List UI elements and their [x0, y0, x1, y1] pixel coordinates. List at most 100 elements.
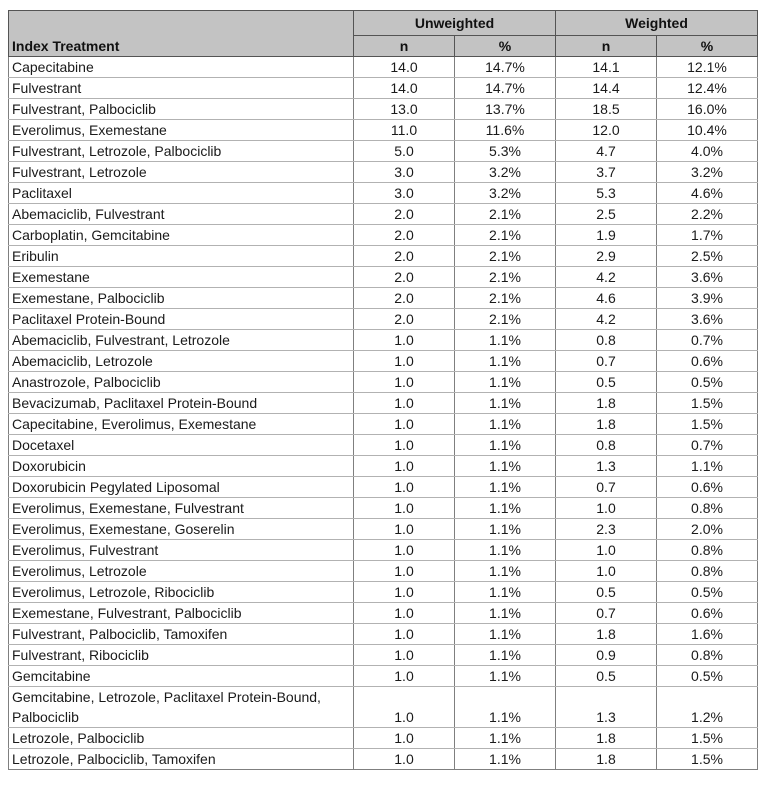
unweighted-pct-cell: 2.1%: [454, 224, 556, 246]
unweighted-pct-cell: 1.1%: [454, 748, 556, 770]
treatment-name-cell: Docetaxel: [8, 434, 354, 456]
treatment-name-cell: Fulvestrant: [8, 77, 354, 99]
unweighted-n-cell: 1.0: [353, 623, 455, 645]
unweighted-pct-cell: 14.7%: [454, 56, 556, 78]
table-row: Fulvestrant, Palbociclib, Tamoxifen 1.0 …: [8, 623, 758, 645]
treatment-name-cell: Carboplatin, Gemcitabine: [8, 224, 354, 246]
table-row: Eribulin 2.0 2.1% 2.9 2.5%: [8, 245, 758, 267]
unweighted-n-cell: 2.0: [353, 266, 455, 288]
weighted-n-cell: 0.5: [555, 665, 657, 687]
unweighted-n-cell: 11.0: [353, 119, 455, 141]
weighted-pct-cell: 0.8%: [656, 560, 758, 582]
weighted-n-cell: 12.0: [555, 119, 657, 141]
table-row: Bevacizumab, Paclitaxel Protein-Bound 1.…: [8, 392, 758, 414]
table-row: Everolimus, Exemestane, Goserelin 1.0 1.…: [8, 518, 758, 540]
unweighted-pct-cell: 14.7%: [454, 77, 556, 99]
table-row: Anastrozole, Palbociclib 1.0 1.1% 0.5 0.…: [8, 371, 758, 393]
table-row: Carboplatin, Gemcitabine 2.0 2.1% 1.9 1.…: [8, 224, 758, 246]
table-row: Paclitaxel Protein-Bound 2.0 2.1% 4.2 3.…: [8, 308, 758, 330]
weighted-pct-header: %: [656, 35, 758, 57]
weighted-n-cell: 1.8: [555, 413, 657, 435]
unweighted-n-cell: 1.0: [353, 434, 455, 456]
weighted-pct-cell: 0.5%: [656, 371, 758, 393]
unweighted-n-header: n: [353, 35, 455, 57]
weighted-pct-cell: 1.1%: [656, 455, 758, 477]
treatment-name-cell: Everolimus, Exemestane, Fulvestrant: [8, 497, 354, 519]
weighted-n-cell: 1.9: [555, 224, 657, 246]
weighted-n-cell: 2.3: [555, 518, 657, 540]
unweighted-pct-header: %: [454, 35, 556, 57]
treatment-name-cell: Paclitaxel: [8, 182, 354, 204]
weighted-n-cell: 0.7: [555, 476, 657, 498]
table-row: Paclitaxel 3.0 3.2% 5.3 4.6%: [8, 182, 758, 204]
weighted-n-cell: 1.3: [555, 455, 657, 477]
unweighted-pct-cell: 11.6%: [454, 119, 556, 141]
unweighted-n-cell: 14.0: [353, 77, 455, 99]
unweighted-pct-cell: 2.1%: [454, 245, 556, 267]
weighted-pct-cell: 1.6%: [656, 623, 758, 645]
unweighted-pct-cell: 1.1%: [454, 665, 556, 687]
table-row: Exemestane, Palbociclib 2.0 2.1% 4.6 3.9…: [8, 287, 758, 309]
table-row: Fulvestrant, Letrozole, Palbociclib 5.0 …: [8, 140, 758, 162]
weighted-n-cell: 0.5: [555, 581, 657, 603]
weighted-pct-cell: 2.2%: [656, 203, 758, 225]
table-row: Everolimus, Exemestane 11.0 11.6% 12.0 1…: [8, 119, 758, 141]
table-row: Letrozole, Palbociclib 1.0 1.1% 1.8 1.5%: [8, 727, 758, 749]
unweighted-n-cell: 1.0: [353, 686, 455, 728]
weighted-pct-cell: 12.4%: [656, 77, 758, 99]
unweighted-pct-cell: 2.1%: [454, 308, 556, 330]
table-row: Abemaciclib, Fulvestrant 2.0 2.1% 2.5 2.…: [8, 203, 758, 225]
unweighted-pct-cell: 1.1%: [454, 350, 556, 372]
treatment-name-cell: Everolimus, Exemestane, Goserelin: [8, 518, 354, 540]
weighted-n-cell: 18.5: [555, 98, 657, 120]
unweighted-pct-cell: 1.1%: [454, 476, 556, 498]
unweighted-n-cell: 1.0: [353, 350, 455, 372]
weighted-pct-cell: 0.5%: [656, 665, 758, 687]
unweighted-pct-cell: 2.1%: [454, 203, 556, 225]
table-row: Exemestane, Fulvestrant, Palbociclib 1.0…: [8, 602, 758, 624]
weighted-pct-cell: 1.2%: [656, 686, 758, 728]
unweighted-n-cell: 1.0: [353, 413, 455, 435]
unweighted-n-cell: 13.0: [353, 98, 455, 120]
weighted-pct-cell: 1.5%: [656, 413, 758, 435]
weighted-n-cell: 1.0: [555, 497, 657, 519]
unweighted-n-cell: 1.0: [353, 602, 455, 624]
weighted-n-cell: 5.3: [555, 182, 657, 204]
unweighted-pct-cell: 1.1%: [454, 581, 556, 603]
unweighted-n-cell: 2.0: [353, 287, 455, 309]
treatment-name-cell: Doxorubicin: [8, 455, 354, 477]
weighted-group-header: Weighted: [555, 10, 758, 36]
treatment-name-cell: Anastrozole, Palbociclib: [8, 371, 354, 393]
weighted-pct-cell: 0.8%: [656, 539, 758, 561]
table-row: Everolimus, Exemestane, Fulvestrant 1.0 …: [8, 497, 758, 519]
treatment-name-cell: Fulvestrant, Ribociclib: [8, 644, 354, 666]
table-row: Doxorubicin 1.0 1.1% 1.3 1.1%: [8, 455, 758, 477]
unweighted-pct-cell: 2.1%: [454, 287, 556, 309]
index-treatment-header: Index Treatment: [8, 10, 354, 57]
weighted-n-cell: 1.0: [555, 539, 657, 561]
unweighted-pct-cell: 1.1%: [454, 371, 556, 393]
unweighted-pct-cell: 1.1%: [454, 602, 556, 624]
unweighted-pct-cell: 1.1%: [454, 392, 556, 414]
weighted-n-cell: 4.6: [555, 287, 657, 309]
weighted-n-cell: 2.9: [555, 245, 657, 267]
treatment-name-cell: Everolimus, Fulvestrant: [8, 539, 354, 561]
unweighted-pct-cell: 1.1%: [454, 413, 556, 435]
unweighted-n-cell: 1.0: [353, 497, 455, 519]
treatment-name-cell: Everolimus, Letrozole: [8, 560, 354, 582]
weighted-n-cell: 0.8: [555, 434, 657, 456]
table-row: Gemcitabine, Letrozole, Paclitaxel Prote…: [8, 686, 758, 728]
weighted-n-cell: 2.5: [555, 203, 657, 225]
table-row: Fulvestrant, Letrozole 3.0 3.2% 3.7 3.2%: [8, 161, 758, 183]
unweighted-group-header: Unweighted: [353, 10, 556, 36]
weighted-n-cell: 0.7: [555, 602, 657, 624]
weighted-pct-cell: 3.2%: [656, 161, 758, 183]
weighted-pct-cell: 0.6%: [656, 476, 758, 498]
unweighted-pct-cell: 1.1%: [454, 623, 556, 645]
unweighted-n-cell: 1.0: [353, 665, 455, 687]
group-header-row: Index Treatment Unweighted Weighted: [8, 10, 758, 57]
unweighted-n-cell: 1.0: [353, 371, 455, 393]
unweighted-pct-cell: 1.1%: [454, 455, 556, 477]
weighted-pct-cell: 3.9%: [656, 287, 758, 309]
